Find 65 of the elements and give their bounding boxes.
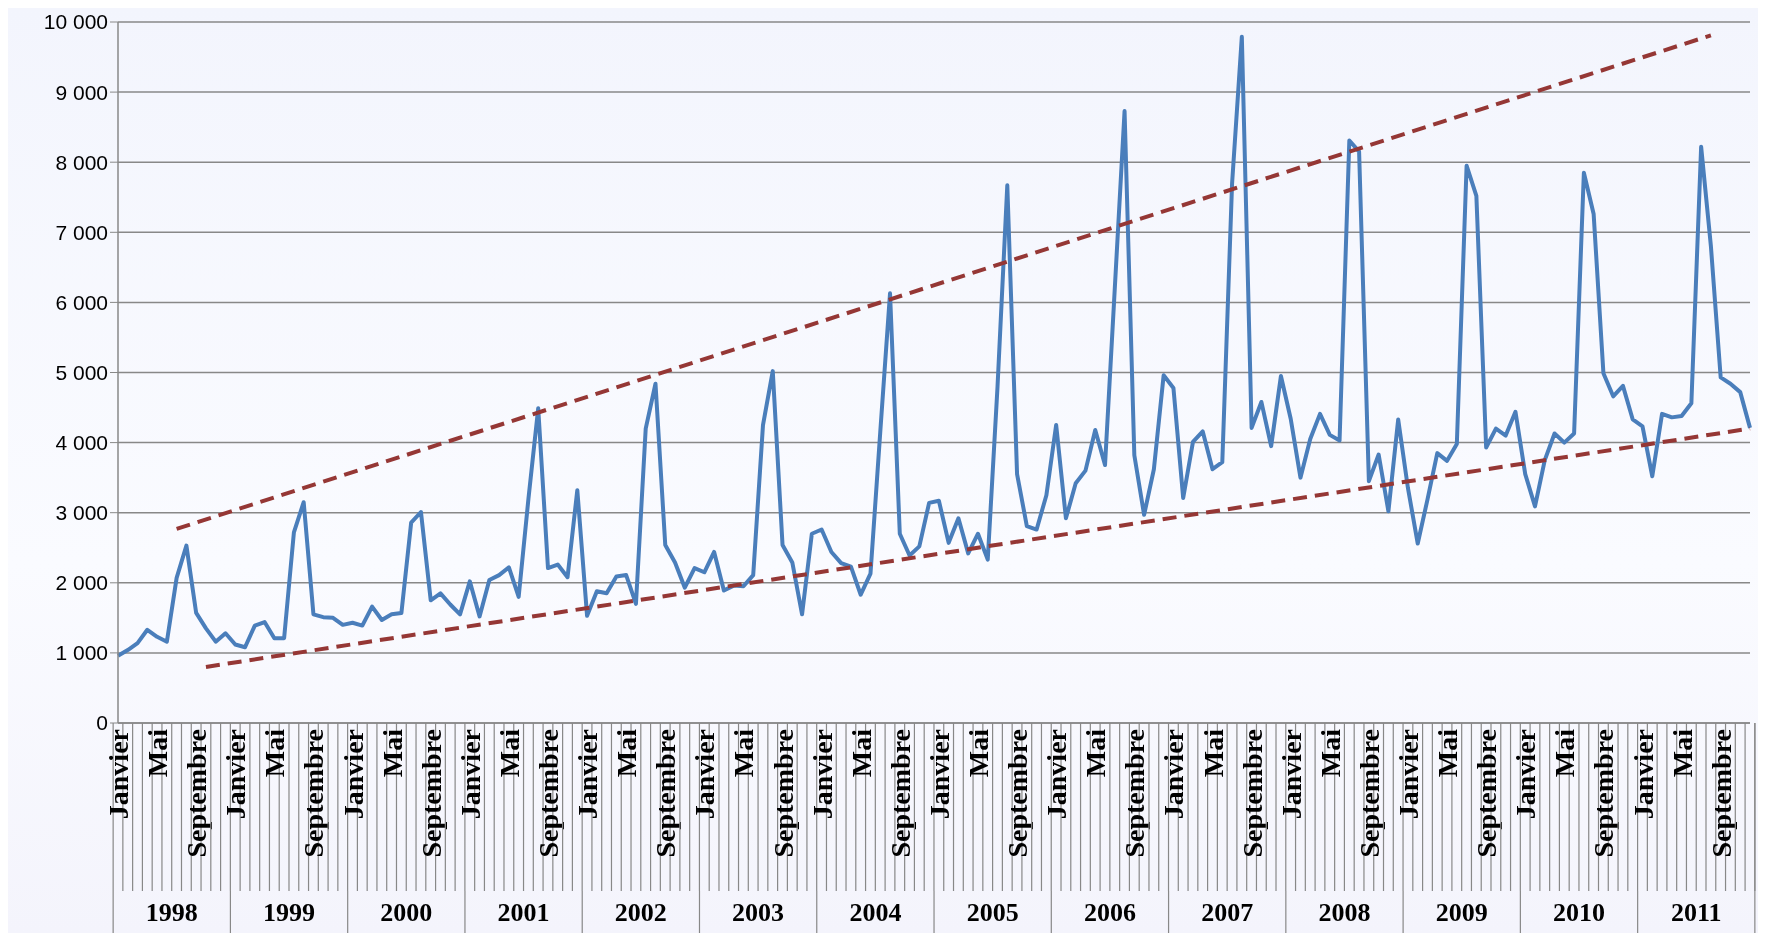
- text: 2001: [497, 898, 550, 927]
- y-tick-label: 4 000: [55, 431, 108, 455]
- text: 2006: [1083, 898, 1136, 927]
- x-tick-label: Septembre: [1588, 729, 1620, 858]
- text: 2010: [1553, 898, 1606, 927]
- y-tick-label: 3 000: [55, 501, 108, 525]
- x-tick-label: Septembre: [532, 729, 564, 858]
- x-tick-label: Janvier: [1158, 729, 1190, 820]
- y-tick-label: 6 000: [55, 290, 108, 314]
- x-tick-label: Janvier: [1392, 729, 1424, 820]
- x-tick-label: Mai: [1432, 728, 1464, 778]
- x-tick-label: Septembre: [1236, 729, 1268, 858]
- x-tick-label: Septembre: [1353, 729, 1385, 858]
- x-tick-label: Septembre: [1471, 729, 1503, 858]
- text: 1998: [145, 898, 198, 927]
- text: 2003: [732, 898, 785, 927]
- x-tick-label: Mai: [259, 728, 291, 778]
- x-tick-label: Septembre: [650, 729, 682, 858]
- text: 2009: [1435, 898, 1488, 927]
- x-tick-label: Septembre: [298, 729, 330, 858]
- x-tick-label: Septembre: [767, 729, 799, 858]
- text: 2007: [1201, 898, 1254, 927]
- x-tick-label: Mai: [728, 728, 760, 778]
- x-tick-label: Janvier: [689, 729, 721, 820]
- x-tick-label: Mai: [142, 728, 174, 778]
- x-tick-label: Mai: [962, 728, 994, 778]
- y-tick-label: 8 000: [55, 150, 108, 174]
- x-tick-label: Janvier: [923, 729, 955, 820]
- x-tick-label: Septembre: [181, 729, 213, 858]
- x-tick-label: Mai: [493, 728, 525, 778]
- x-tick-label: Janvier: [1275, 729, 1307, 820]
- y-tick-label: 10 000: [43, 10, 108, 34]
- x-tick-label: Mai: [1197, 728, 1229, 778]
- x-tick-label: Janvier: [1041, 729, 1073, 820]
- x-tick-label: Janvier: [337, 729, 369, 820]
- x-tick-label: Janvier: [220, 729, 252, 820]
- text: 2005: [966, 898, 1019, 927]
- x-tick-label: Janvier: [1627, 729, 1659, 820]
- x-tick-label: Mai: [611, 728, 643, 778]
- text: 1999: [263, 898, 316, 927]
- x-tick-label: Janvier: [454, 729, 486, 820]
- x-tick-label: Mai: [376, 728, 408, 778]
- y-tick-label: 7 000: [55, 220, 108, 244]
- x-tick-label: Mai: [1080, 728, 1112, 778]
- x-tick-label: Septembre: [1705, 729, 1737, 858]
- x-tick-label: Mai: [1666, 728, 1698, 778]
- x-tick-label: Janvier: [1510, 729, 1542, 820]
- text: 2008: [1318, 898, 1371, 927]
- text: 2004: [849, 898, 902, 927]
- x-tick-label: Janvier: [806, 729, 838, 820]
- x-tick-label: Janvier: [572, 729, 604, 820]
- y-tick-label: 9 000: [55, 80, 108, 104]
- y-tick-label: 5 000: [55, 360, 108, 384]
- text: 2011: [1670, 898, 1722, 927]
- x-tick-label: Mai: [1549, 728, 1581, 778]
- x-tick-label: Septembre: [1119, 729, 1151, 858]
- x-tick-label: Septembre: [884, 729, 916, 858]
- text: 2002: [614, 898, 667, 927]
- x-tick-label: Septembre: [1002, 729, 1034, 858]
- text: 2000: [380, 898, 433, 927]
- x-tick-label: Mai: [845, 728, 877, 778]
- x-tick-label: Septembre: [415, 729, 447, 858]
- y-tick-label: 2 000: [55, 571, 108, 595]
- x-tick-label: Mai: [1314, 728, 1346, 778]
- y-tick-label: 1 000: [55, 641, 108, 665]
